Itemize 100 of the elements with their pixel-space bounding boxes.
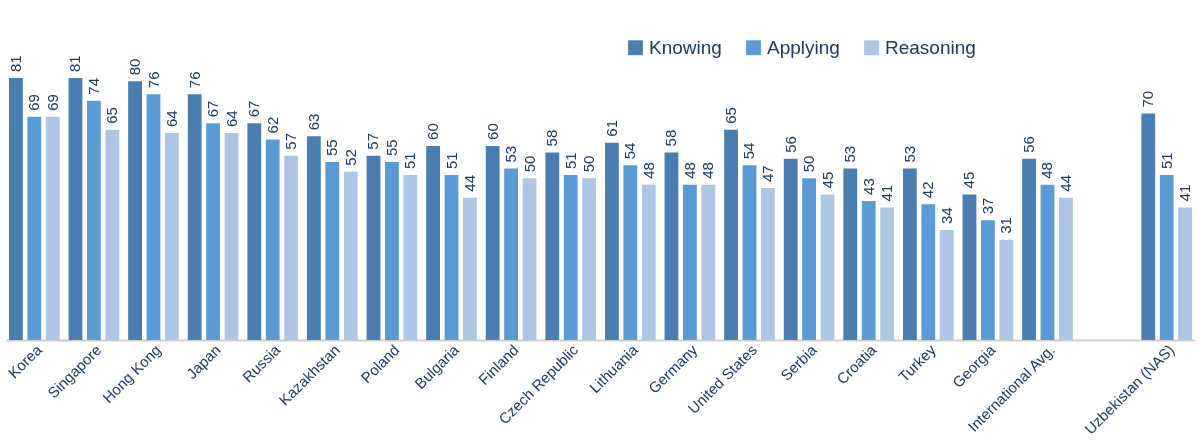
data-label: 48	[639, 162, 657, 179]
bar	[87, 100, 101, 340]
bar	[783, 158, 798, 340]
bar	[463, 197, 477, 340]
bar	[165, 132, 179, 340]
bar	[306, 136, 321, 340]
data-label: 61	[602, 120, 620, 137]
data-label: 56	[781, 136, 799, 153]
data-label: 42	[919, 181, 937, 199]
bar	[802, 178, 816, 340]
data-label: 65	[722, 107, 740, 124]
bar	[27, 116, 42, 340]
bar	[366, 155, 381, 340]
legend-label: Applying	[767, 36, 840, 58]
data-label: 67	[204, 100, 222, 118]
bar	[105, 129, 120, 340]
bar	[343, 171, 358, 340]
bar	[1022, 158, 1036, 340]
bar	[921, 204, 936, 340]
data-label: 41	[1176, 184, 1194, 202]
data-label: 51	[442, 152, 460, 170]
data-label: 44	[460, 174, 478, 192]
bar	[999, 239, 1014, 340]
bar	[545, 152, 560, 340]
data-label: 54	[740, 142, 758, 160]
bar	[1141, 113, 1156, 340]
bar	[820, 194, 835, 340]
data-label: 60	[424, 123, 442, 140]
data-label: 74	[84, 77, 102, 95]
bar	[128, 81, 142, 340]
data-label: 53	[900, 145, 918, 163]
bar	[45, 116, 60, 340]
data-label: 62	[263, 116, 281, 134]
data-label: 47	[758, 165, 776, 182]
data-label: 54	[621, 142, 639, 160]
data-label: 63	[304, 113, 322, 131]
bar	[563, 175, 578, 340]
data-label: 64	[162, 110, 180, 127]
bar	[284, 155, 299, 340]
bar	[861, 200, 876, 340]
bar	[385, 162, 399, 340]
bar	[68, 78, 83, 340]
bar	[623, 165, 638, 340]
bar	[1178, 207, 1193, 340]
bar	[146, 94, 161, 340]
bar	[902, 168, 917, 340]
data-label: 76	[185, 71, 203, 89]
data-label: 51	[401, 152, 419, 170]
data-label: 58	[543, 129, 561, 147]
data-label: 65	[103, 107, 121, 124]
legend-label: Reasoning	[885, 36, 976, 58]
data-label: 45	[818, 171, 836, 189]
data-label: 52	[341, 149, 359, 166]
data-label: 51	[1157, 152, 1175, 170]
bar	[265, 139, 280, 340]
bar	[444, 175, 459, 340]
bar	[682, 184, 697, 340]
data-label: 81	[6, 55, 24, 72]
bar	[843, 168, 858, 340]
data-label: 50	[800, 155, 818, 173]
data-label: 48	[680, 162, 698, 179]
data-label: 57	[282, 132, 300, 150]
bar	[701, 184, 716, 340]
bar	[8, 78, 23, 340]
bar	[664, 152, 679, 340]
data-label: 48	[1038, 162, 1056, 179]
data-label: 69	[25, 94, 43, 111]
bar	[206, 123, 221, 340]
bar	[980, 220, 995, 340]
data-label: 44	[1056, 174, 1074, 192]
bar	[939, 230, 954, 340]
data-label: 64	[222, 110, 240, 127]
bar	[224, 132, 239, 340]
data-label: 55	[323, 139, 341, 157]
data-label: 34	[937, 207, 955, 225]
bar	[1059, 197, 1073, 340]
data-label: 48	[699, 162, 717, 179]
data-label: 67	[245, 100, 263, 118]
data-label: 76	[144, 71, 162, 89]
bar	[1159, 175, 1174, 340]
data-label: 81	[66, 55, 84, 72]
bar	[485, 145, 500, 340]
bar	[504, 168, 519, 340]
data-label: 45	[960, 171, 978, 189]
data-label: 41	[878, 184, 896, 202]
bar	[604, 142, 619, 340]
bar	[522, 178, 537, 340]
bar	[426, 145, 440, 340]
bar	[325, 162, 340, 340]
bar	[403, 175, 418, 340]
data-label: 80	[126, 58, 144, 76]
bar	[641, 184, 656, 340]
data-label: 57	[364, 132, 382, 150]
bar	[1040, 184, 1055, 340]
data-label: 51	[561, 152, 579, 170]
data-label: 50	[520, 155, 538, 173]
data-label: 70	[1139, 90, 1157, 108]
bar	[724, 129, 738, 340]
data-label: 53	[502, 145, 520, 163]
bar	[880, 207, 895, 340]
